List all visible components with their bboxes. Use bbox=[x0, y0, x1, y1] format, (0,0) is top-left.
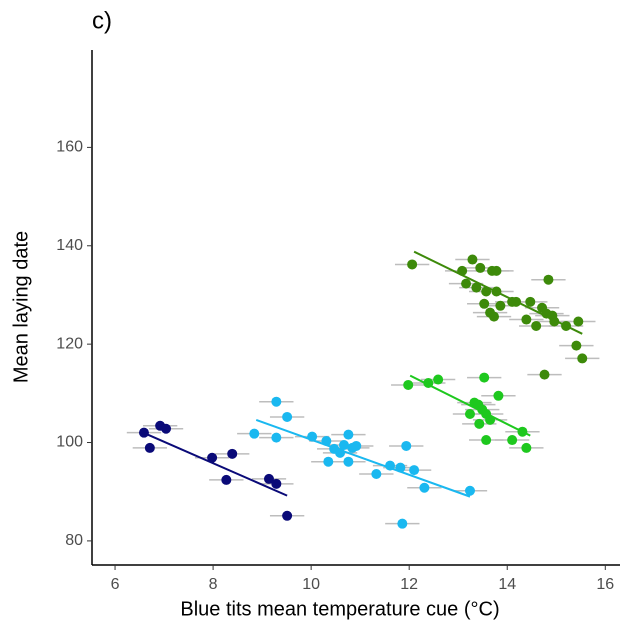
point bbox=[571, 340, 582, 351]
point bbox=[401, 440, 412, 451]
point bbox=[461, 278, 472, 289]
point bbox=[343, 456, 354, 467]
point bbox=[351, 440, 362, 451]
y-tick-label: 80 bbox=[65, 532, 83, 549]
point bbox=[282, 510, 293, 521]
point bbox=[419, 482, 430, 493]
point bbox=[271, 396, 282, 407]
point bbox=[525, 296, 536, 307]
point bbox=[371, 469, 382, 480]
x-tick-label: 12 bbox=[400, 576, 418, 593]
point bbox=[531, 320, 542, 331]
y-tick-label: 140 bbox=[56, 237, 83, 254]
y-tick-label: 100 bbox=[56, 434, 83, 451]
point bbox=[271, 432, 282, 443]
point bbox=[407, 259, 418, 270]
x-tick-label: 14 bbox=[498, 576, 516, 593]
point bbox=[207, 452, 218, 463]
y-axis-label: Mean laying date bbox=[10, 231, 32, 383]
x-tick-label: 16 bbox=[596, 576, 614, 593]
point bbox=[464, 408, 475, 419]
point bbox=[471, 282, 482, 293]
fit-line bbox=[413, 250, 583, 335]
point bbox=[479, 298, 490, 309]
point bbox=[263, 473, 274, 484]
point bbox=[577, 353, 588, 364]
point bbox=[539, 369, 550, 380]
point bbox=[474, 418, 485, 429]
point bbox=[271, 478, 282, 489]
y-tick-label: 160 bbox=[56, 139, 83, 156]
point bbox=[227, 448, 238, 459]
point bbox=[493, 390, 504, 401]
fit-line bbox=[255, 418, 471, 498]
point bbox=[144, 442, 155, 453]
point bbox=[573, 316, 584, 327]
x-tick-label: 10 bbox=[302, 576, 320, 593]
fit-line bbox=[409, 374, 531, 437]
x-tick-label: 6 bbox=[111, 576, 120, 593]
point bbox=[475, 262, 486, 273]
point bbox=[249, 428, 260, 439]
point bbox=[521, 442, 532, 453]
point bbox=[489, 311, 500, 322]
point bbox=[491, 265, 502, 276]
point bbox=[507, 435, 518, 446]
fit-line bbox=[140, 430, 288, 497]
x-tick-label: 8 bbox=[209, 576, 218, 593]
point bbox=[433, 374, 444, 385]
point bbox=[479, 372, 490, 383]
point bbox=[343, 429, 354, 440]
point bbox=[481, 435, 492, 446]
point bbox=[282, 411, 293, 422]
point bbox=[409, 465, 420, 476]
point bbox=[323, 456, 334, 467]
point bbox=[403, 379, 414, 390]
x-axis-label: Blue tits mean temperature cue (°C) bbox=[180, 598, 499, 620]
point bbox=[338, 439, 349, 450]
point bbox=[161, 423, 172, 434]
point bbox=[397, 518, 408, 529]
point bbox=[543, 274, 554, 285]
y-tick-label: 120 bbox=[56, 335, 83, 352]
point bbox=[467, 254, 478, 265]
point bbox=[464, 485, 475, 496]
point bbox=[221, 474, 232, 485]
point bbox=[495, 300, 506, 311]
point bbox=[521, 314, 532, 325]
chart-title: c) bbox=[92, 7, 112, 34]
